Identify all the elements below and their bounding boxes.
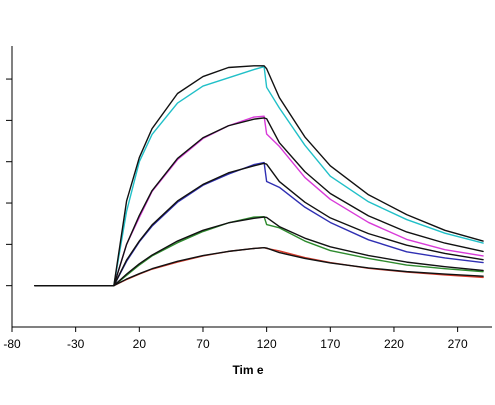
- x-tick-label: 20: [133, 337, 147, 351]
- series-line-7: [34, 117, 484, 287]
- x-tick-label: -80: [3, 337, 21, 351]
- series-line-2: [34, 115, 484, 287]
- x-tick-label: 220: [384, 337, 404, 351]
- series-line-3: [34, 161, 484, 287]
- series-layer: [34, 65, 484, 287]
- series-line-1: [34, 65, 484, 287]
- series-line-6: [34, 65, 484, 287]
- x-tick-label: -30: [67, 337, 85, 351]
- series-line-8: [34, 162, 484, 287]
- x-tick-label: 70: [196, 337, 210, 351]
- x-tick-label: 120: [257, 337, 277, 351]
- x-tick-label: 170: [320, 337, 340, 351]
- series-line-4: [34, 215, 484, 287]
- series-line-10: [34, 246, 484, 287]
- x-axis-title: Tim e: [232, 363, 263, 377]
- axes-layer: -80 -30 20 70 120 170 220 270: [3, 46, 492, 351]
- x-tick-label: 270: [448, 337, 468, 351]
- series-line-9: [34, 216, 484, 287]
